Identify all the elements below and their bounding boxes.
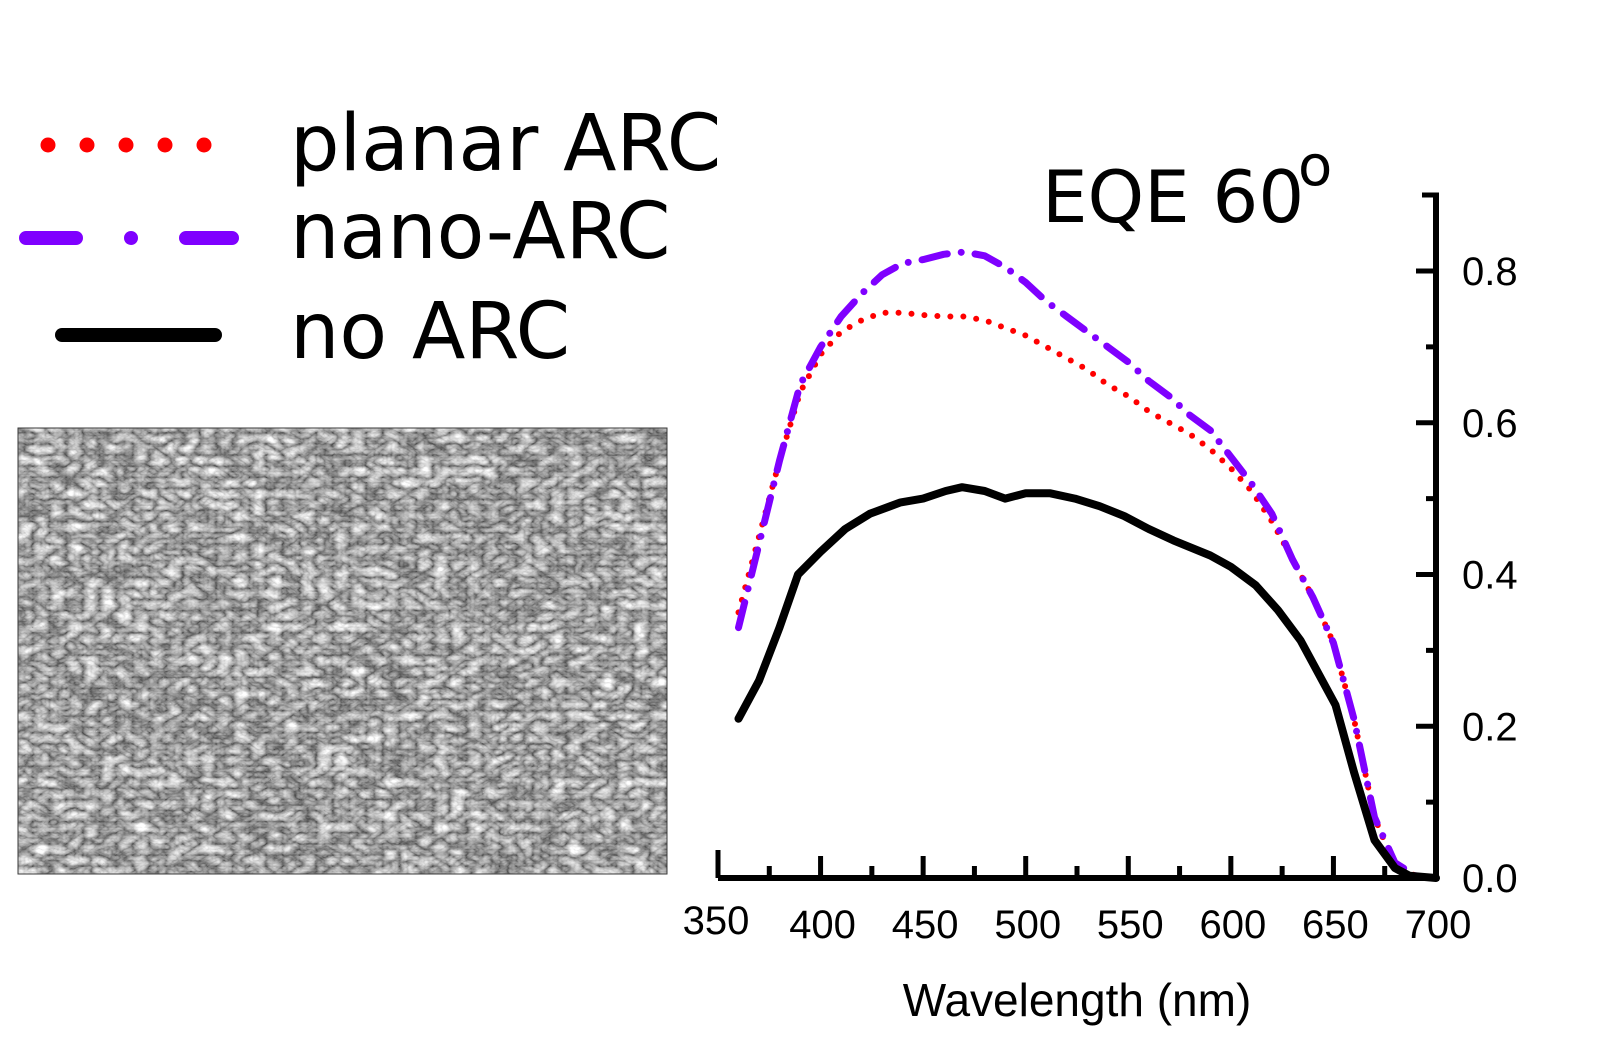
legend-label-nano-arc: nano-ARC	[290, 187, 670, 277]
y-tick-label: 0.8	[1462, 250, 1518, 294]
legend: planar ARC nano-ARC no ARC	[19, 99, 721, 377]
x-tick-label: 700	[1405, 903, 1472, 947]
chart-title-superscript: o	[1298, 134, 1332, 199]
chart-title: EQE 60 o	[1042, 134, 1332, 239]
x-tick-label: 550	[1097, 903, 1164, 947]
legend-item-planar-arc: planar ARC	[40, 99, 721, 189]
y-tick-label: 0.4	[1462, 554, 1518, 598]
x-tick-label: 450	[892, 903, 959, 947]
sem-image	[17, 427, 668, 875]
series-layer	[734, 248, 1440, 882]
series-line-planar-arc	[735, 309, 1439, 881]
series-line-no-arc	[734, 483, 1440, 882]
x-tick-label: 600	[1199, 903, 1266, 947]
x-tick-label: 400	[789, 903, 856, 947]
x-axis-title: Wavelength (nm)	[903, 974, 1252, 1026]
y-tick-label: 0.0	[1462, 857, 1518, 901]
y-tick-label: 0.2	[1462, 705, 1518, 749]
series-line-nano-arc	[735, 248, 1440, 882]
x-tick-label: 500	[994, 903, 1061, 947]
legend-label-no-arc: no ARC	[290, 287, 570, 377]
legend-label-planar-arc: planar ARC	[290, 99, 721, 189]
y-tick-label: 0.6	[1462, 402, 1518, 446]
x-tick-label: 650	[1302, 903, 1369, 947]
x-tick-label: 350	[683, 899, 750, 943]
legend-item-nano-arc: nano-ARC	[19, 187, 670, 277]
chart-title-text: EQE 60	[1042, 155, 1304, 239]
legend-item-no-arc: no ARC	[55, 287, 570, 377]
